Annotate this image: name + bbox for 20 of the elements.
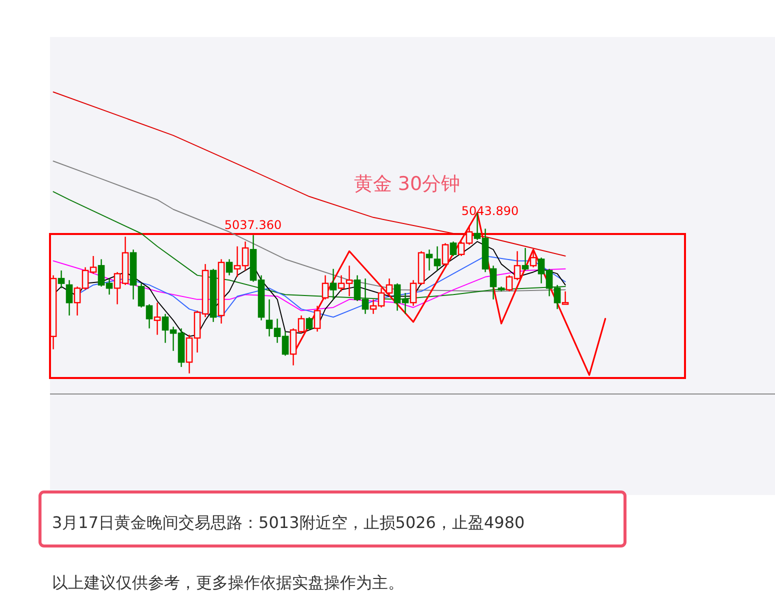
candlestick (450, 240, 457, 257)
candlestick (314, 305, 321, 332)
chart-title: 黄金 30分钟 (354, 173, 460, 195)
candlestick (426, 248, 433, 272)
candlestick (66, 280, 73, 316)
text: 以上建议仅供参考，更多操作依据实盘操作为主。 (52, 573, 404, 592)
candlestick (306, 316, 313, 331)
text: 3月17日黄金晚间交易思路：5013附近空，止损5026，止盈4980 (52, 513, 525, 532)
annotation: 5043.890 (461, 204, 519, 218)
candlestick (58, 270, 65, 289)
candlestick (442, 242, 449, 266)
candlestick (330, 268, 337, 300)
candlestick (226, 258, 233, 276)
candlestick (154, 302, 161, 336)
candlestick (562, 290, 569, 305)
candlestick (322, 274, 329, 300)
candlestick (522, 247, 529, 272)
candlestick (530, 248, 537, 268)
candlestick (434, 246, 441, 272)
annotation: 5037.360 (224, 218, 282, 232)
